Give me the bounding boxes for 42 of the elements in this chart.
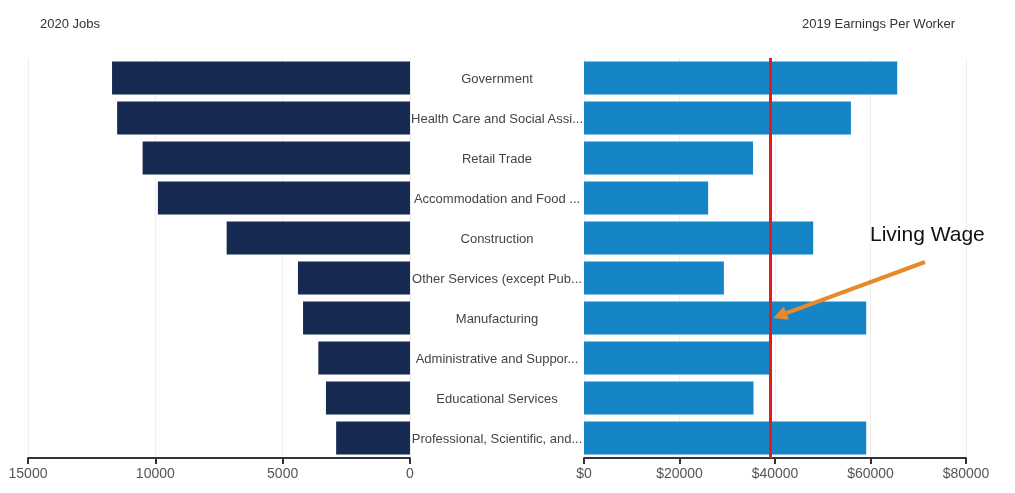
x-tick-label: $20000: [656, 465, 704, 481]
x-tick-label: 0: [406, 465, 415, 481]
bar: [584, 181, 709, 215]
x-tick-label: 10000: [135, 465, 176, 481]
y-tick-label: Professional, Scientific, and...: [411, 430, 583, 446]
x-tick-label: 5000: [267, 465, 299, 481]
x-tick-label: 15000: [8, 465, 48, 481]
y-tick-label: Accommodation and Food ...: [413, 190, 581, 206]
chart-title: 2019 Earnings Per Worker: [802, 16, 956, 31]
bar: [584, 61, 898, 95]
bar: [584, 421, 867, 455]
y-tick-label: Educational Services: [436, 390, 559, 406]
x-tick-label: $60000: [847, 465, 895, 481]
bar: [584, 101, 851, 135]
y-tick-label: Manufacturing: [455, 310, 539, 326]
bar: [117, 101, 410, 135]
y-tick-label: Government: [461, 70, 534, 86]
x-tick-label: $80000: [942, 465, 990, 481]
y-tick-label: Retail Trade: [461, 150, 533, 166]
y-tick-label: Health Care and Social Assi...: [411, 110, 583, 126]
bar: [584, 341, 770, 375]
annotation: Living Wage: [870, 222, 985, 245]
bar: [584, 301, 867, 335]
bar: [157, 181, 410, 215]
bar: [303, 301, 410, 335]
bar: [297, 261, 410, 295]
x-tick-label: $40000: [751, 465, 799, 481]
x-tick-label: $0: [576, 465, 592, 481]
bar: [584, 261, 724, 295]
bar: [325, 381, 410, 415]
chart-title: 2020 Jobs: [40, 16, 101, 31]
bar: [584, 381, 754, 415]
bar: [584, 221, 814, 255]
y-tick-label: Administrative and Suppor...: [415, 350, 579, 366]
bar: [142, 141, 410, 175]
y-tick-label: Construction: [460, 230, 534, 246]
bar: [226, 221, 410, 255]
bar: [318, 341, 410, 375]
bar: [584, 141, 754, 175]
bar: [336, 421, 410, 455]
bar: [112, 61, 410, 95]
y-tick-label: Other Services (except Pub...: [412, 270, 582, 286]
